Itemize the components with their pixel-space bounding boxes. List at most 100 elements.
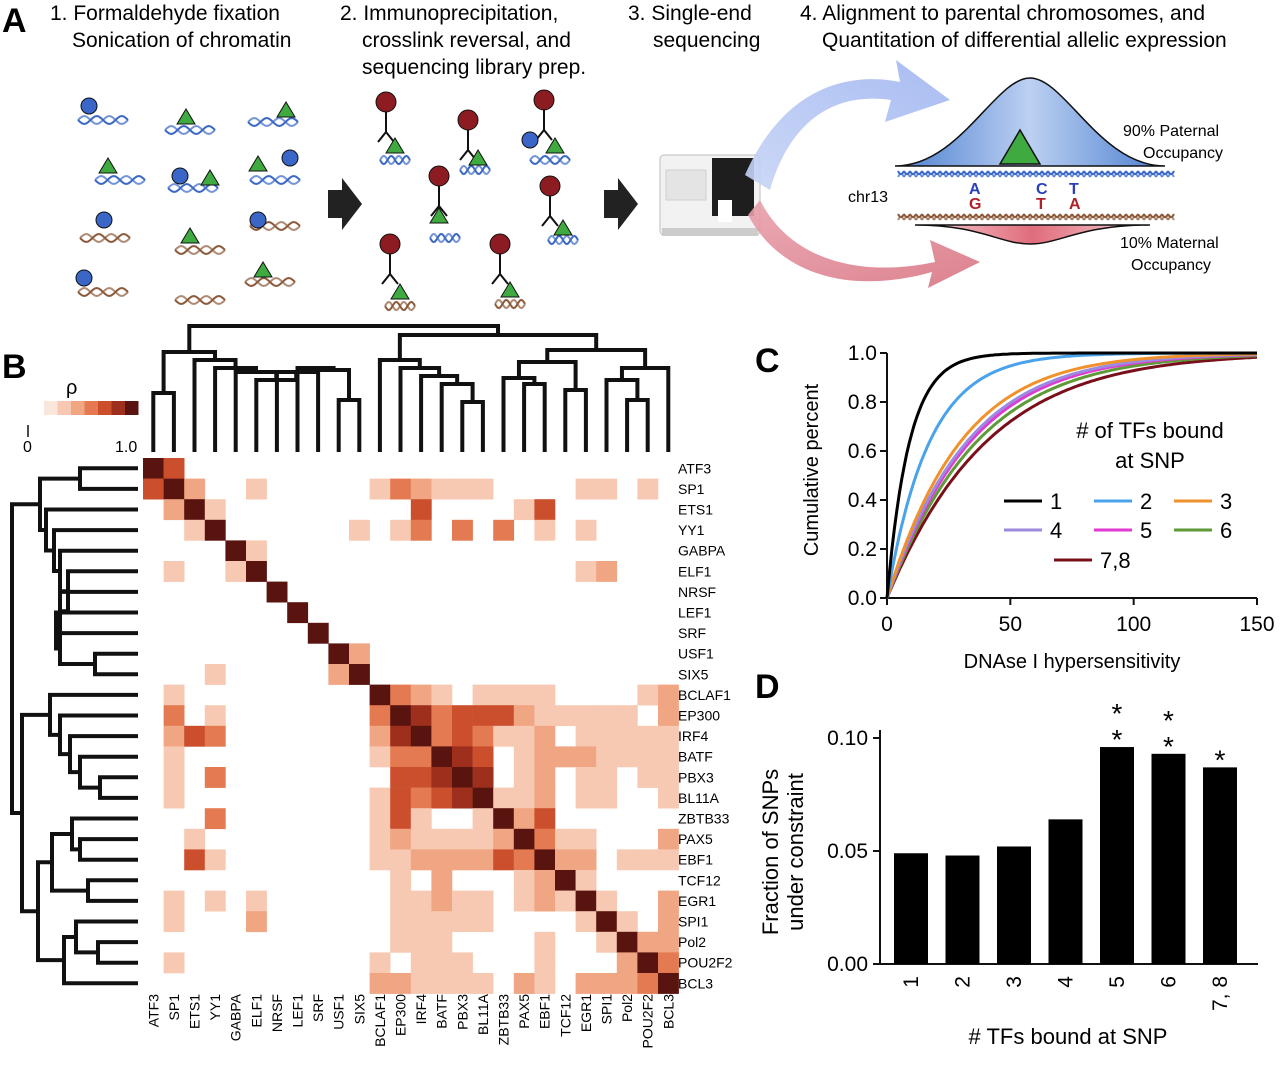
antibody-bead-icon bbox=[379, 233, 401, 255]
heatmap-cell bbox=[390, 705, 412, 727]
c-xtick-label: 50 bbox=[999, 613, 1022, 636]
col-label-six5: SIX5 bbox=[351, 994, 367, 1025]
heatmap-cell bbox=[555, 746, 576, 768]
heatmap-cell bbox=[637, 684, 659, 706]
panel-d-xlabel: # TFs bound at SNP bbox=[969, 1024, 1168, 1049]
chromosome-segment bbox=[1119, 173, 1127, 178]
heatmap-cell bbox=[390, 890, 412, 912]
legend-label-3: 3 bbox=[1220, 489, 1232, 514]
heatmap-cell bbox=[493, 808, 515, 830]
heatmap-cell bbox=[163, 684, 185, 706]
heatmap-cell bbox=[163, 705, 185, 727]
dna-strand bbox=[429, 232, 461, 244]
curve-1 bbox=[885, 351, 1257, 599]
scale-swatch bbox=[98, 401, 112, 415]
heatmap-cell bbox=[431, 952, 453, 974]
heatmap-cell bbox=[513, 746, 535, 768]
c-xtick-label: 150 bbox=[1239, 613, 1274, 636]
row-label-six5: SIX5 bbox=[678, 666, 709, 682]
row-label-nrsf: NRSF bbox=[678, 584, 716, 600]
heatmap-cell bbox=[513, 787, 535, 809]
antibody-bead-icon bbox=[539, 175, 561, 197]
dendrogram-branch bbox=[545, 348, 648, 368]
heatmap-cell bbox=[163, 725, 185, 747]
row-label-batf: BATF bbox=[678, 749, 713, 765]
heatmap-cell bbox=[431, 911, 453, 933]
d-xtick-label: 7, 8 bbox=[1209, 976, 1232, 1011]
heatmap-cell bbox=[163, 787, 185, 809]
heatmap-cell bbox=[575, 911, 597, 933]
heatmap-cell bbox=[658, 911, 679, 933]
d-xtick-label: 6 bbox=[1158, 976, 1181, 988]
heatmap-cell bbox=[472, 725, 494, 747]
heatmap-cell bbox=[575, 478, 597, 500]
heatmap-cell bbox=[452, 746, 473, 768]
heatmap-cell bbox=[575, 561, 597, 582]
heatmap-cell bbox=[472, 973, 494, 994]
dna-strand bbox=[244, 276, 296, 288]
heatmap-cell bbox=[616, 849, 638, 871]
c-xtick-label: 100 bbox=[1116, 613, 1151, 636]
panel-d-bar-chart: 0.000.050.101 2 3 4 5**6**7, 8* bbox=[827, 698, 1258, 1011]
dna-strand bbox=[249, 174, 301, 186]
chromosome-segment bbox=[1035, 173, 1043, 178]
heatmap-cell bbox=[163, 890, 185, 912]
top-dendrogram bbox=[151, 324, 671, 452]
chromosome-segment bbox=[981, 216, 989, 221]
paternal-label-line1: 90% Paternal bbox=[1123, 123, 1219, 140]
heatmap-cell bbox=[575, 767, 597, 788]
chromosome-segment bbox=[939, 173, 947, 178]
heatmap-cell bbox=[472, 890, 494, 912]
protein-triangle-icon bbox=[98, 157, 118, 174]
chromosome-segment bbox=[939, 216, 947, 221]
heatmap-cell bbox=[452, 767, 473, 788]
maternal-allele-2: T bbox=[1036, 196, 1046, 213]
scale-swatch bbox=[57, 401, 71, 415]
antibody-bead-icon bbox=[489, 233, 511, 255]
chromosome-segment bbox=[1155, 173, 1163, 178]
chromosome-segment bbox=[987, 173, 995, 178]
heatmap-cell bbox=[390, 911, 412, 933]
dna-strand bbox=[494, 298, 526, 310]
col-label-gabpa: GABPA bbox=[228, 993, 244, 1041]
dendrogram-branch bbox=[295, 366, 336, 452]
d-xtick-label: 1 bbox=[900, 976, 923, 988]
significance-star: * bbox=[1112, 698, 1123, 729]
heatmap-cell bbox=[184, 828, 206, 850]
heatmap-cell bbox=[431, 828, 453, 850]
chromosome-segment bbox=[921, 173, 929, 178]
significance-star: * bbox=[1215, 744, 1226, 775]
protein-circle-icon bbox=[521, 131, 539, 149]
row-label-zbtb33: ZBTB33 bbox=[678, 811, 730, 827]
heatmap-cell bbox=[575, 890, 597, 912]
dendrogram-branch bbox=[460, 400, 485, 452]
heatmap-cell bbox=[534, 931, 556, 953]
c-ytick-label: 0.4 bbox=[848, 489, 878, 512]
heatmap-cell bbox=[204, 664, 226, 685]
heatmap-cell bbox=[658, 973, 679, 994]
c-xtick-label: 0 bbox=[881, 613, 893, 636]
chromosome-segment bbox=[1017, 216, 1025, 221]
heatmap-cell bbox=[369, 973, 391, 994]
heatmap-cell bbox=[493, 684, 515, 706]
heatmap-cell bbox=[534, 870, 556, 891]
dendrogram-branch bbox=[187, 324, 501, 352]
dna-strand bbox=[547, 234, 579, 246]
heatmap-cell bbox=[431, 890, 453, 912]
dna-strand bbox=[174, 244, 226, 256]
process-arrow-1 bbox=[328, 178, 362, 230]
heatmap-cell bbox=[658, 684, 679, 706]
dendrogram-branch bbox=[78, 837, 138, 862]
panel-c-curves bbox=[885, 351, 1258, 599]
heatmap-cell bbox=[184, 849, 206, 871]
step2-line3: sequencing library prep. bbox=[362, 56, 586, 79]
heatmap-cell bbox=[493, 787, 515, 809]
heatmap-cell bbox=[390, 725, 412, 747]
heatmap-cell bbox=[637, 767, 659, 788]
heatmap-cell bbox=[658, 725, 679, 747]
dna-strand bbox=[384, 300, 416, 312]
col-label-egr1: EGR1 bbox=[578, 994, 594, 1032]
dendrogram-branch bbox=[78, 466, 138, 491]
dendrogram-branch bbox=[86, 878, 138, 903]
dendrogram-branch bbox=[604, 378, 640, 452]
